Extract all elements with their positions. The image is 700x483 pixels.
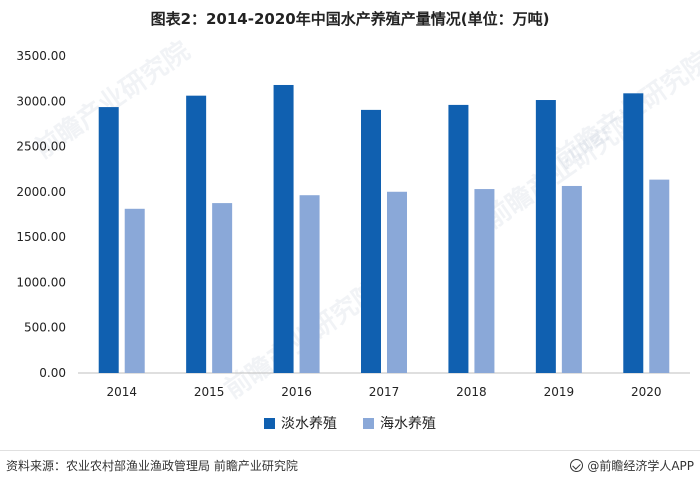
legend-item-freshwater: 淡水养殖 xyxy=(264,413,337,433)
legend-label: 淡水养殖 xyxy=(281,416,337,432)
x-tick-label: 2016 xyxy=(281,385,312,399)
y-tick-label: 500.00 xyxy=(24,321,66,335)
brand-credit: @前瞻经济学人APP xyxy=(570,457,694,474)
legend: 淡水养殖 海水养殖 xyxy=(0,413,700,433)
y-tick-label: 3000.00 xyxy=(16,94,66,108)
bar-marine-2014 xyxy=(124,208,145,373)
bar-freshwater-2016 xyxy=(273,84,294,374)
y-axis: 0.00 500.00 1000.00 1500.00 2000.00 2500.00 30… xyxy=(16,49,66,380)
bar-marine-2019 xyxy=(561,185,582,373)
bar-freshwater-2017 xyxy=(361,109,381,373)
x-tick-label: 2017 xyxy=(369,385,400,399)
brand-label: @前瞻经济学人APP xyxy=(587,459,694,473)
legend-swatch xyxy=(264,417,275,429)
chart-title: 图表2：2014-2020年中国水产养殖产量情况(单位：万吨) xyxy=(150,10,550,28)
x-tick-label: 2020 xyxy=(631,385,662,399)
bar-freshwater-2015 xyxy=(186,95,207,373)
bar-marine-2018 xyxy=(474,189,495,373)
legend-item-marine: 海水养殖 xyxy=(363,413,436,433)
source-note: 资料来源：农业农村部渔业渔政管理局 前瞻产业研究院 xyxy=(6,459,298,473)
bar-freshwater-2014 xyxy=(98,107,119,374)
bar-freshwater-2019 xyxy=(535,100,556,374)
legend-swatch xyxy=(363,417,374,429)
y-tick-label: 0.00 xyxy=(39,366,66,380)
bar-marine-2020 xyxy=(649,179,670,373)
bar-freshwater-2020 xyxy=(623,93,644,373)
x-tick-label: 2019 xyxy=(544,385,575,399)
y-tick-label: 2000.00 xyxy=(16,185,66,199)
bar-marine-2015 xyxy=(212,203,233,373)
x-tick-label: 2014 xyxy=(106,385,137,399)
x-axis: 2014 2015 2016 2017 2018 2019 2020 xyxy=(78,372,690,399)
y-tick-label: 2500.00 xyxy=(16,140,66,154)
x-tick-label: 2018 xyxy=(456,385,487,399)
bar-marine-2016 xyxy=(299,195,320,373)
y-tick-label: 1000.00 xyxy=(16,275,66,289)
brand-logo-icon xyxy=(570,459,584,472)
footer-divider xyxy=(0,450,700,451)
bar-freshwater-2018 xyxy=(448,104,469,373)
bar-chart: 0.00 500.00 1000.00 1500.00 2000.00 2500.00 30… xyxy=(16,49,690,399)
y-tick-label: 1500.00 xyxy=(16,230,66,244)
legend-label: 海水养殖 xyxy=(380,416,436,432)
y-tick-label: 3500.00 xyxy=(16,49,66,63)
bars xyxy=(98,84,670,374)
bar-marine-2017 xyxy=(387,191,407,373)
x-tick-label: 2015 xyxy=(194,385,225,399)
